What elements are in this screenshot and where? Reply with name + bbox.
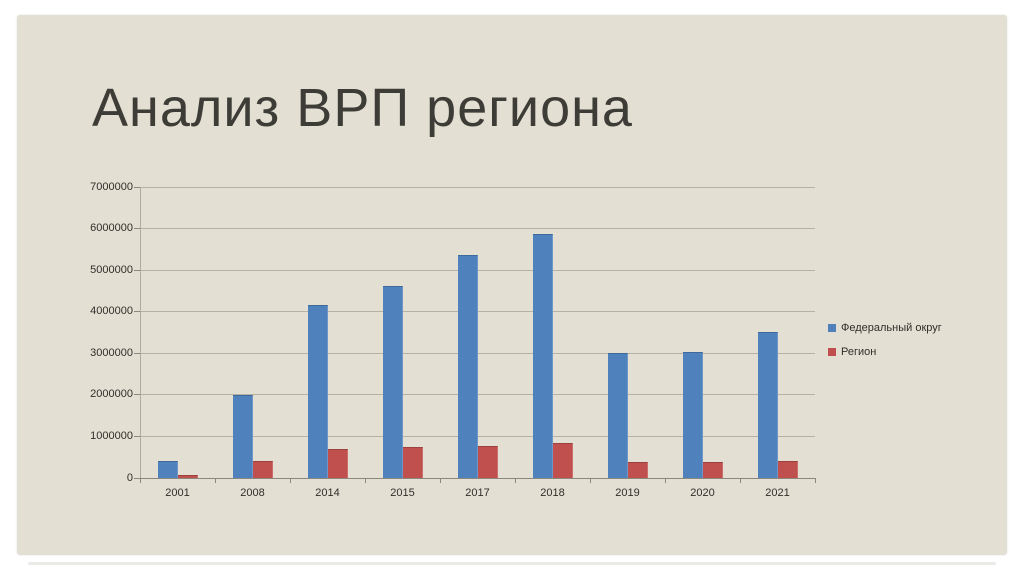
- bar-Федеральный округ-2015: [382, 286, 403, 478]
- x-axis-tick: [440, 478, 441, 483]
- x-axis-tick: [590, 478, 591, 483]
- gridline: [140, 352, 815, 354]
- slide-bottom-shadow: [28, 562, 996, 565]
- x-axis-label: 2001: [165, 487, 190, 499]
- legend-label: Федеральный округ: [841, 322, 942, 334]
- y-axis-tick-label: 0: [126, 471, 133, 484]
- x-axis-label: 2018: [540, 487, 565, 499]
- x-axis-tick: [365, 478, 366, 483]
- legend-item: Регион: [828, 340, 942, 364]
- legend-item: Федеральный округ: [828, 316, 942, 340]
- bar-Федеральный округ-2020: [682, 352, 703, 478]
- y-axis-line: [140, 187, 141, 479]
- x-axis-label: 2008: [240, 487, 265, 499]
- gridline: [140, 394, 815, 396]
- y-axis-tick-label: 6000000: [90, 222, 133, 235]
- x-axis-tick: [740, 478, 741, 483]
- bar-Федеральный округ-2014: [307, 305, 328, 478]
- x-axis-tick: [140, 478, 141, 483]
- bar-Регион-2014: [327, 449, 348, 478]
- gridline: [140, 186, 815, 188]
- y-axis-tick: [134, 394, 140, 396]
- y-axis-tick: [134, 228, 140, 230]
- chart-legend: Федеральный округ Регион: [828, 316, 942, 364]
- y-axis-tick-label: 7000000: [90, 180, 133, 193]
- slide-title: Анализ ВРП региона: [92, 78, 633, 138]
- x-axis-tick: [515, 478, 516, 483]
- bar-Федеральный округ-2017: [457, 255, 478, 478]
- x-axis-label: 2020: [690, 487, 715, 499]
- y-axis-tick: [134, 352, 140, 354]
- y-axis-tick: [134, 186, 140, 188]
- bar-Регион-2020: [702, 462, 723, 478]
- bar-Регион-2001: [177, 475, 198, 478]
- bar-Федеральный округ-2021: [757, 332, 778, 478]
- y-axis-tick: [134, 269, 140, 271]
- bar-Федеральный округ-2008: [232, 395, 253, 478]
- x-axis-tick: [215, 478, 216, 483]
- bar-Федеральный округ-2018: [532, 234, 553, 478]
- bar-Федеральный округ-2001: [157, 461, 178, 478]
- x-axis-tick: [665, 478, 666, 483]
- gridline: [140, 311, 815, 313]
- y-axis-tick-label: 5000000: [90, 263, 133, 276]
- bar-Регион-2021: [777, 461, 798, 478]
- y-axis-tick: [134, 311, 140, 313]
- legend-swatch: [828, 324, 836, 332]
- gridline: [140, 435, 815, 437]
- bar-Регион-2008: [252, 461, 273, 478]
- x-axis-label: 2021: [765, 487, 790, 499]
- x-axis-label: 2014: [315, 487, 340, 499]
- x-axis-line: [134, 478, 815, 479]
- gridline: [140, 269, 815, 271]
- y-axis-tick: [134, 435, 140, 437]
- x-axis-label: 2015: [390, 487, 415, 499]
- bar-Регион-2015: [402, 447, 423, 478]
- y-axis-tick-label: 2000000: [90, 388, 133, 401]
- y-axis-tick-label: 3000000: [90, 346, 133, 359]
- legend-swatch: [828, 348, 836, 356]
- slide: Анализ ВРП региона 0 1000000 2000000 300000…: [17, 15, 1007, 555]
- x-axis-tick: [290, 478, 291, 483]
- bar-Регион-2019: [627, 462, 648, 478]
- gridline: [140, 228, 815, 230]
- bar-Регион-2017: [477, 446, 498, 478]
- y-axis-tick-label: 4000000: [90, 305, 133, 318]
- x-axis-label: 2017: [465, 487, 490, 499]
- bar-Федеральный округ-2019: [607, 353, 628, 478]
- bar-Регион-2018: [552, 443, 573, 478]
- y-axis-tick-label: 1000000: [90, 429, 133, 442]
- legend-label: Регион: [841, 346, 877, 358]
- x-axis-tick: [815, 478, 816, 483]
- x-axis-label: 2019: [615, 487, 640, 499]
- grp-bar-chart: 0 1000000 2000000 3000000 4000000 5000000 6000…: [17, 15, 1007, 555]
